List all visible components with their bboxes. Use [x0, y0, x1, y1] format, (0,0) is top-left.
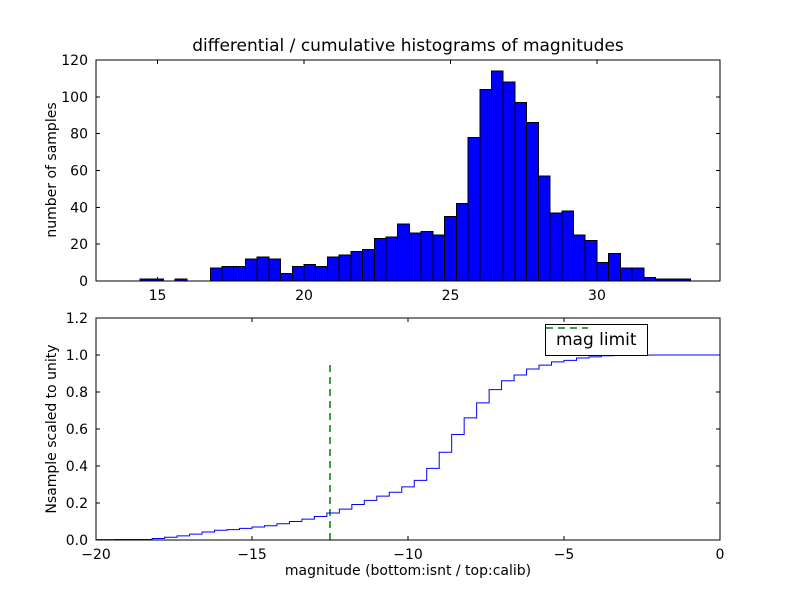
bottom-axes-border	[95, 317, 721, 541]
x-tick-label: −15	[237, 547, 267, 563]
y-tick-label: 0.0	[66, 533, 88, 549]
histogram-bar	[244, 258, 258, 282]
histogram-bar	[490, 70, 504, 282]
legend: mag limit	[545, 324, 648, 356]
x-tick-label: 25	[442, 288, 460, 304]
histogram-bar	[373, 238, 387, 282]
x-axis-label: magnitude (bottom:isnt / top:calib)	[284, 563, 532, 579]
y-tick-label: 0.2	[66, 496, 88, 512]
histogram-bar	[233, 265, 246, 282]
histogram-bar	[385, 236, 399, 282]
y-tick-label: 0.4	[66, 459, 88, 475]
y-tick-label: 60	[70, 164, 88, 180]
histogram-bar	[467, 136, 481, 282]
histogram-bar	[573, 234, 586, 282]
histogram-bar	[256, 256, 270, 282]
x-tick-label: −20	[81, 547, 111, 563]
legend-label: mag limit	[556, 330, 637, 350]
cumulative-line	[95, 354, 720, 541]
histogram-bar	[631, 267, 645, 282]
histogram-bar	[643, 276, 657, 282]
dashed-line-icon	[546, 327, 588, 329]
histogram-bar	[444, 216, 457, 282]
histogram-bar	[432, 234, 446, 282]
y-tick-label: 120	[61, 53, 88, 69]
y-tick-label: 100	[61, 90, 88, 106]
bottom-ylabel: Nsample scaled to unity	[44, 344, 60, 514]
histogram-bar	[455, 203, 469, 282]
histogram-bar	[526, 122, 539, 282]
histogram-bar	[315, 265, 328, 282]
y-tick-label: 1.2	[66, 311, 88, 327]
histogram-bar	[280, 273, 293, 282]
top-ylabel: number of samples	[44, 102, 60, 238]
histogram-bar	[338, 254, 352, 282]
histogram-bar	[514, 101, 528, 282]
x-tick-label: 15	[149, 288, 167, 304]
y-tick-label: 0.6	[66, 422, 88, 438]
histogram-bar	[608, 252, 621, 282]
histogram-bar	[362, 249, 375, 282]
histogram-bar	[268, 258, 282, 282]
histogram-bar	[350, 251, 364, 282]
y-tick-label: 80	[70, 127, 88, 143]
histogram-bar	[549, 212, 563, 282]
histogram-bar	[221, 265, 235, 282]
x-tick-label: −5	[554, 547, 575, 563]
histogram-bar	[326, 256, 340, 282]
histogram-bar	[502, 81, 516, 282]
histogram-bar	[584, 239, 598, 282]
histogram-bar	[479, 88, 492, 282]
histogram-bar	[291, 265, 305, 282]
histogram-bar	[397, 223, 410, 282]
y-tick-label: 20	[70, 237, 88, 253]
histogram-bar	[408, 232, 422, 282]
x-tick-label: 30	[588, 288, 606, 304]
y-tick-label: 40	[70, 200, 88, 216]
top-axes-border	[95, 59, 721, 282]
x-tick-label: −10	[393, 547, 423, 563]
chart-title: differential / cumulative histograms of …	[192, 36, 624, 56]
histogram-bar	[420, 230, 434, 282]
x-tick-label: 20	[295, 288, 313, 304]
histogram-bar	[209, 267, 223, 282]
histogram-bar	[537, 175, 551, 282]
histogram-bar	[596, 262, 610, 282]
histogram-bar	[619, 267, 633, 282]
histogram-bar	[303, 263, 317, 282]
histogram-bar	[561, 210, 575, 282]
x-tick-label: 0	[716, 547, 725, 563]
y-tick-label: 0.8	[66, 385, 88, 401]
y-tick-label: 0	[79, 274, 88, 290]
y-tick-label: 1.0	[66, 348, 88, 364]
